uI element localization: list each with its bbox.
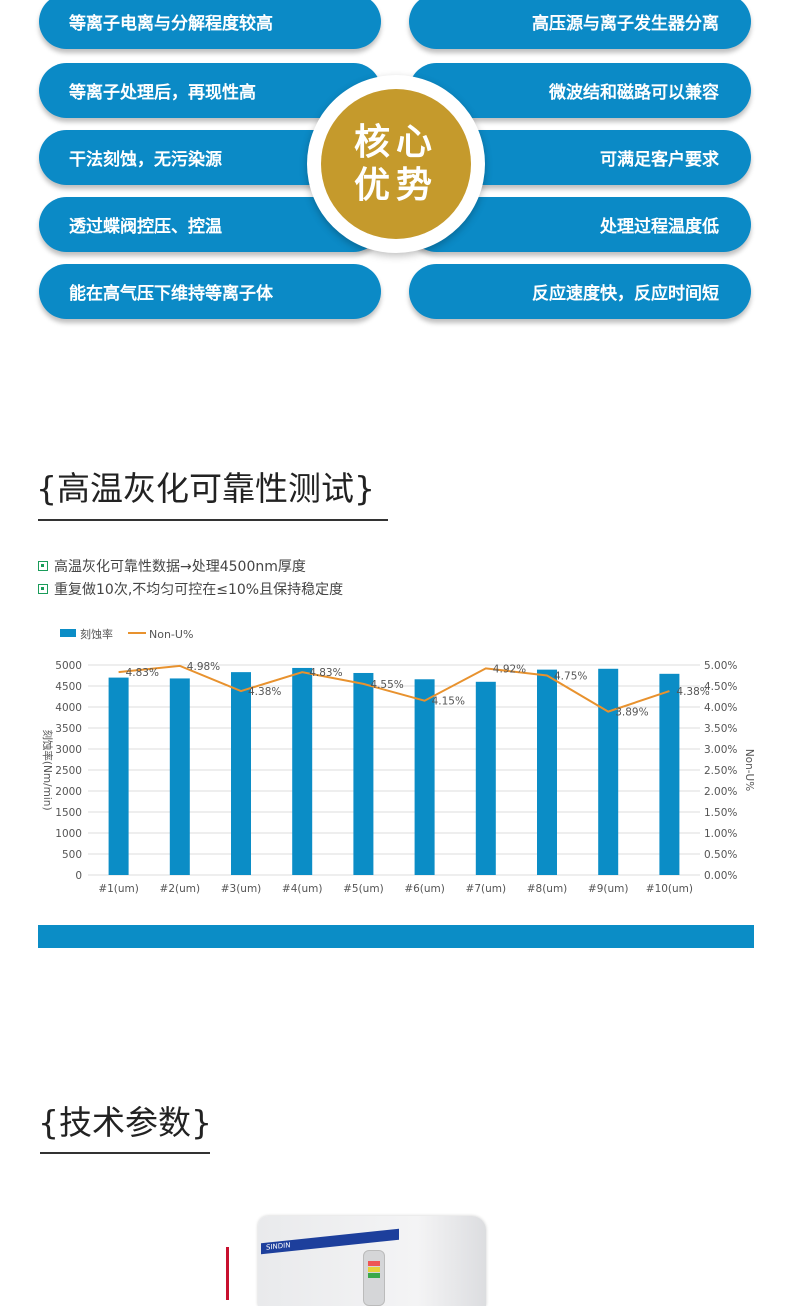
badge-line1: 核心 (353, 121, 438, 163)
data-label: 4.92% (493, 663, 526, 675)
advantage-pill-right-5: 反应速度快，反应时间短 (409, 264, 751, 319)
bullet-icon (38, 584, 48, 594)
y2-axis-label: Non-U% (743, 749, 755, 791)
section-title-specs: {技术参数} (38, 1103, 212, 1142)
red-accent-line (226, 1247, 229, 1300)
y2-tick-label: 3.00% (704, 744, 737, 756)
core-advantage-badge: 核心 优势 (307, 75, 485, 253)
y-tick-label: 4500 (55, 681, 82, 693)
bullet-icon (38, 561, 48, 571)
signal-light-icon (363, 1250, 385, 1306)
bar-2 (169, 678, 190, 875)
badge-line2: 优势 (353, 165, 438, 206)
y2-tick-label: 1.00% (704, 828, 737, 840)
y-tick-label: 1500 (55, 807, 82, 819)
x-tick-label: #3(um) (221, 883, 262, 895)
y-axis-label: 刻蚀率(Nm/min) (41, 729, 54, 810)
note-2: 重复做10次,不均匀可控在≤10%且保持稳定度 (38, 579, 343, 599)
y2-tick-label: 1.50% (704, 807, 737, 819)
legend-swatch-bar (60, 629, 76, 637)
bar-8 (537, 669, 557, 875)
y-tick-label: 2500 (55, 765, 82, 777)
advantage-pill-left-2: 等离子处理后，再现性高 (39, 63, 381, 118)
x-tick-label: #7(um) (466, 883, 507, 895)
data-label: 4.38% (248, 686, 281, 698)
legend-label-line: Non-U% (149, 628, 193, 641)
note-1: 高温灰化可靠性数据→处理4500nm厚度 (38, 556, 306, 576)
y2-tick-label: 5.00% (704, 660, 737, 672)
bar-10 (659, 673, 680, 875)
y2-tick-label: 4.50% (704, 681, 737, 693)
bar-7 (475, 681, 496, 875)
bar-6 (414, 679, 435, 875)
x-tick-label: #6(um) (404, 883, 445, 895)
equipment-image: SINDIN (258, 1216, 486, 1306)
bar-9 (598, 668, 619, 875)
y-tick-label: 5000 (55, 660, 82, 672)
data-label: 4.55% (370, 679, 403, 691)
y2-tick-label: 2.00% (704, 786, 737, 798)
y2-tick-label: 0.50% (704, 849, 737, 861)
etch-rate-chart: 刻蚀率 Non-U% 0 0.00% 500 0.50% 1000 1.00% 1500 1.50… (41, 627, 755, 895)
x-tick-label: #1(um) (98, 883, 139, 895)
data-label: 4.98% (187, 661, 220, 673)
advantage-pill-left-5: 能在高气压下维持等离子体 (39, 264, 381, 319)
y-tick-label: 1000 (55, 828, 82, 840)
bar-3 (231, 672, 251, 875)
non-u-line (118, 664, 670, 713)
y2-tick-label: 4.00% (704, 702, 737, 714)
y-tick-label: 500 (62, 849, 82, 861)
title-underline (40, 1152, 210, 1154)
blue-divider-band (38, 925, 754, 948)
y2-tick-label: 3.50% (704, 723, 737, 735)
x-tick-label: #8(um) (527, 883, 568, 895)
section-title-ashing: {高温灰化可靠性测试} (36, 469, 375, 508)
y-tick-label: 3000 (55, 744, 82, 756)
y-tick-label: 2000 (55, 786, 82, 798)
advantage-pill-left-1: 等离子电离与分解程度较高 (39, 0, 381, 49)
y2-tick-label: 0.00% (704, 870, 737, 882)
y-tick-label: 4000 (55, 702, 82, 714)
bar-4 (292, 667, 313, 875)
data-label: 4.83% (309, 667, 342, 679)
x-tick-label: #2(um) (160, 883, 201, 895)
title-underline (38, 519, 388, 521)
data-label: 4.75% (554, 671, 587, 683)
x-tick-label: #9(um) (588, 883, 629, 895)
legend-label-bar: 刻蚀率 (80, 627, 113, 641)
data-label: 4.15% (432, 696, 465, 708)
data-label: 4.83% (126, 667, 159, 679)
x-tick-label: #5(um) (343, 883, 384, 895)
x-tick-label: #4(um) (282, 883, 323, 895)
y2-tick-label: 2.50% (704, 765, 737, 777)
data-label: 3.89% (615, 707, 648, 719)
advantage-pill-left-4: 透过蝶阀控压、控温 (39, 197, 381, 252)
y-tick-label: 0 (75, 870, 82, 882)
bar-1 (108, 677, 129, 875)
y-tick-label: 3500 (55, 723, 82, 735)
data-label: 4.38% (676, 686, 709, 698)
advantage-pill-right-1: 高压源与离子发生器分离 (409, 0, 751, 49)
bar-5 (353, 672, 374, 875)
x-tick-label: #10(um) (646, 883, 693, 895)
